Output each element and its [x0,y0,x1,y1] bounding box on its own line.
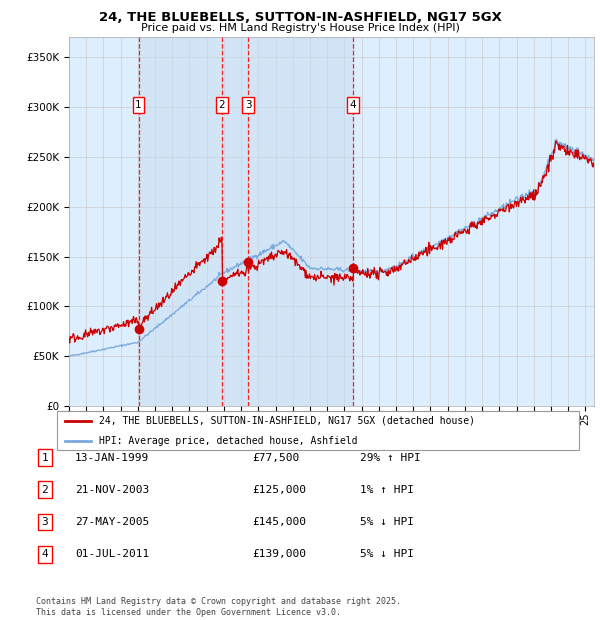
Text: 1: 1 [135,100,142,110]
Text: 27-MAY-2005: 27-MAY-2005 [75,517,149,527]
Text: 5% ↓ HPI: 5% ↓ HPI [360,549,414,559]
Text: 21-NOV-2003: 21-NOV-2003 [75,485,149,495]
Text: HPI: Average price, detached house, Ashfield: HPI: Average price, detached house, Ashf… [99,436,358,446]
Text: 01-JUL-2011: 01-JUL-2011 [75,549,149,559]
Text: 24, THE BLUEBELLS, SUTTON-IN-ASHFIELD, NG17 5GX (detached house): 24, THE BLUEBELLS, SUTTON-IN-ASHFIELD, N… [99,415,475,425]
Text: 3: 3 [41,517,49,527]
Text: 1: 1 [41,453,49,463]
Text: Contains HM Land Registry data © Crown copyright and database right 2025.
This d: Contains HM Land Registry data © Crown c… [36,598,401,617]
Text: 3: 3 [245,100,251,110]
Text: Price paid vs. HM Land Registry's House Price Index (HPI): Price paid vs. HM Land Registry's House … [140,23,460,33]
Text: 4: 4 [350,100,356,110]
Text: 2: 2 [41,485,49,495]
Text: £77,500: £77,500 [252,453,299,463]
Text: 13-JAN-1999: 13-JAN-1999 [75,453,149,463]
Text: 2: 2 [219,100,226,110]
Text: £145,000: £145,000 [252,517,306,527]
Bar [139,37,353,406]
Text: 5% ↓ HPI: 5% ↓ HPI [360,517,414,527]
Text: 29% ↑ HPI: 29% ↑ HPI [360,453,421,463]
Text: 4: 4 [41,549,49,559]
Text: £139,000: £139,000 [252,549,306,559]
Text: 1% ↑ HPI: 1% ↑ HPI [360,485,414,495]
Text: £125,000: £125,000 [252,485,306,495]
Text: 24, THE BLUEBELLS, SUTTON-IN-ASHFIELD, NG17 5GX: 24, THE BLUEBELLS, SUTTON-IN-ASHFIELD, N… [98,11,502,24]
FancyBboxPatch shape [56,411,580,449]
